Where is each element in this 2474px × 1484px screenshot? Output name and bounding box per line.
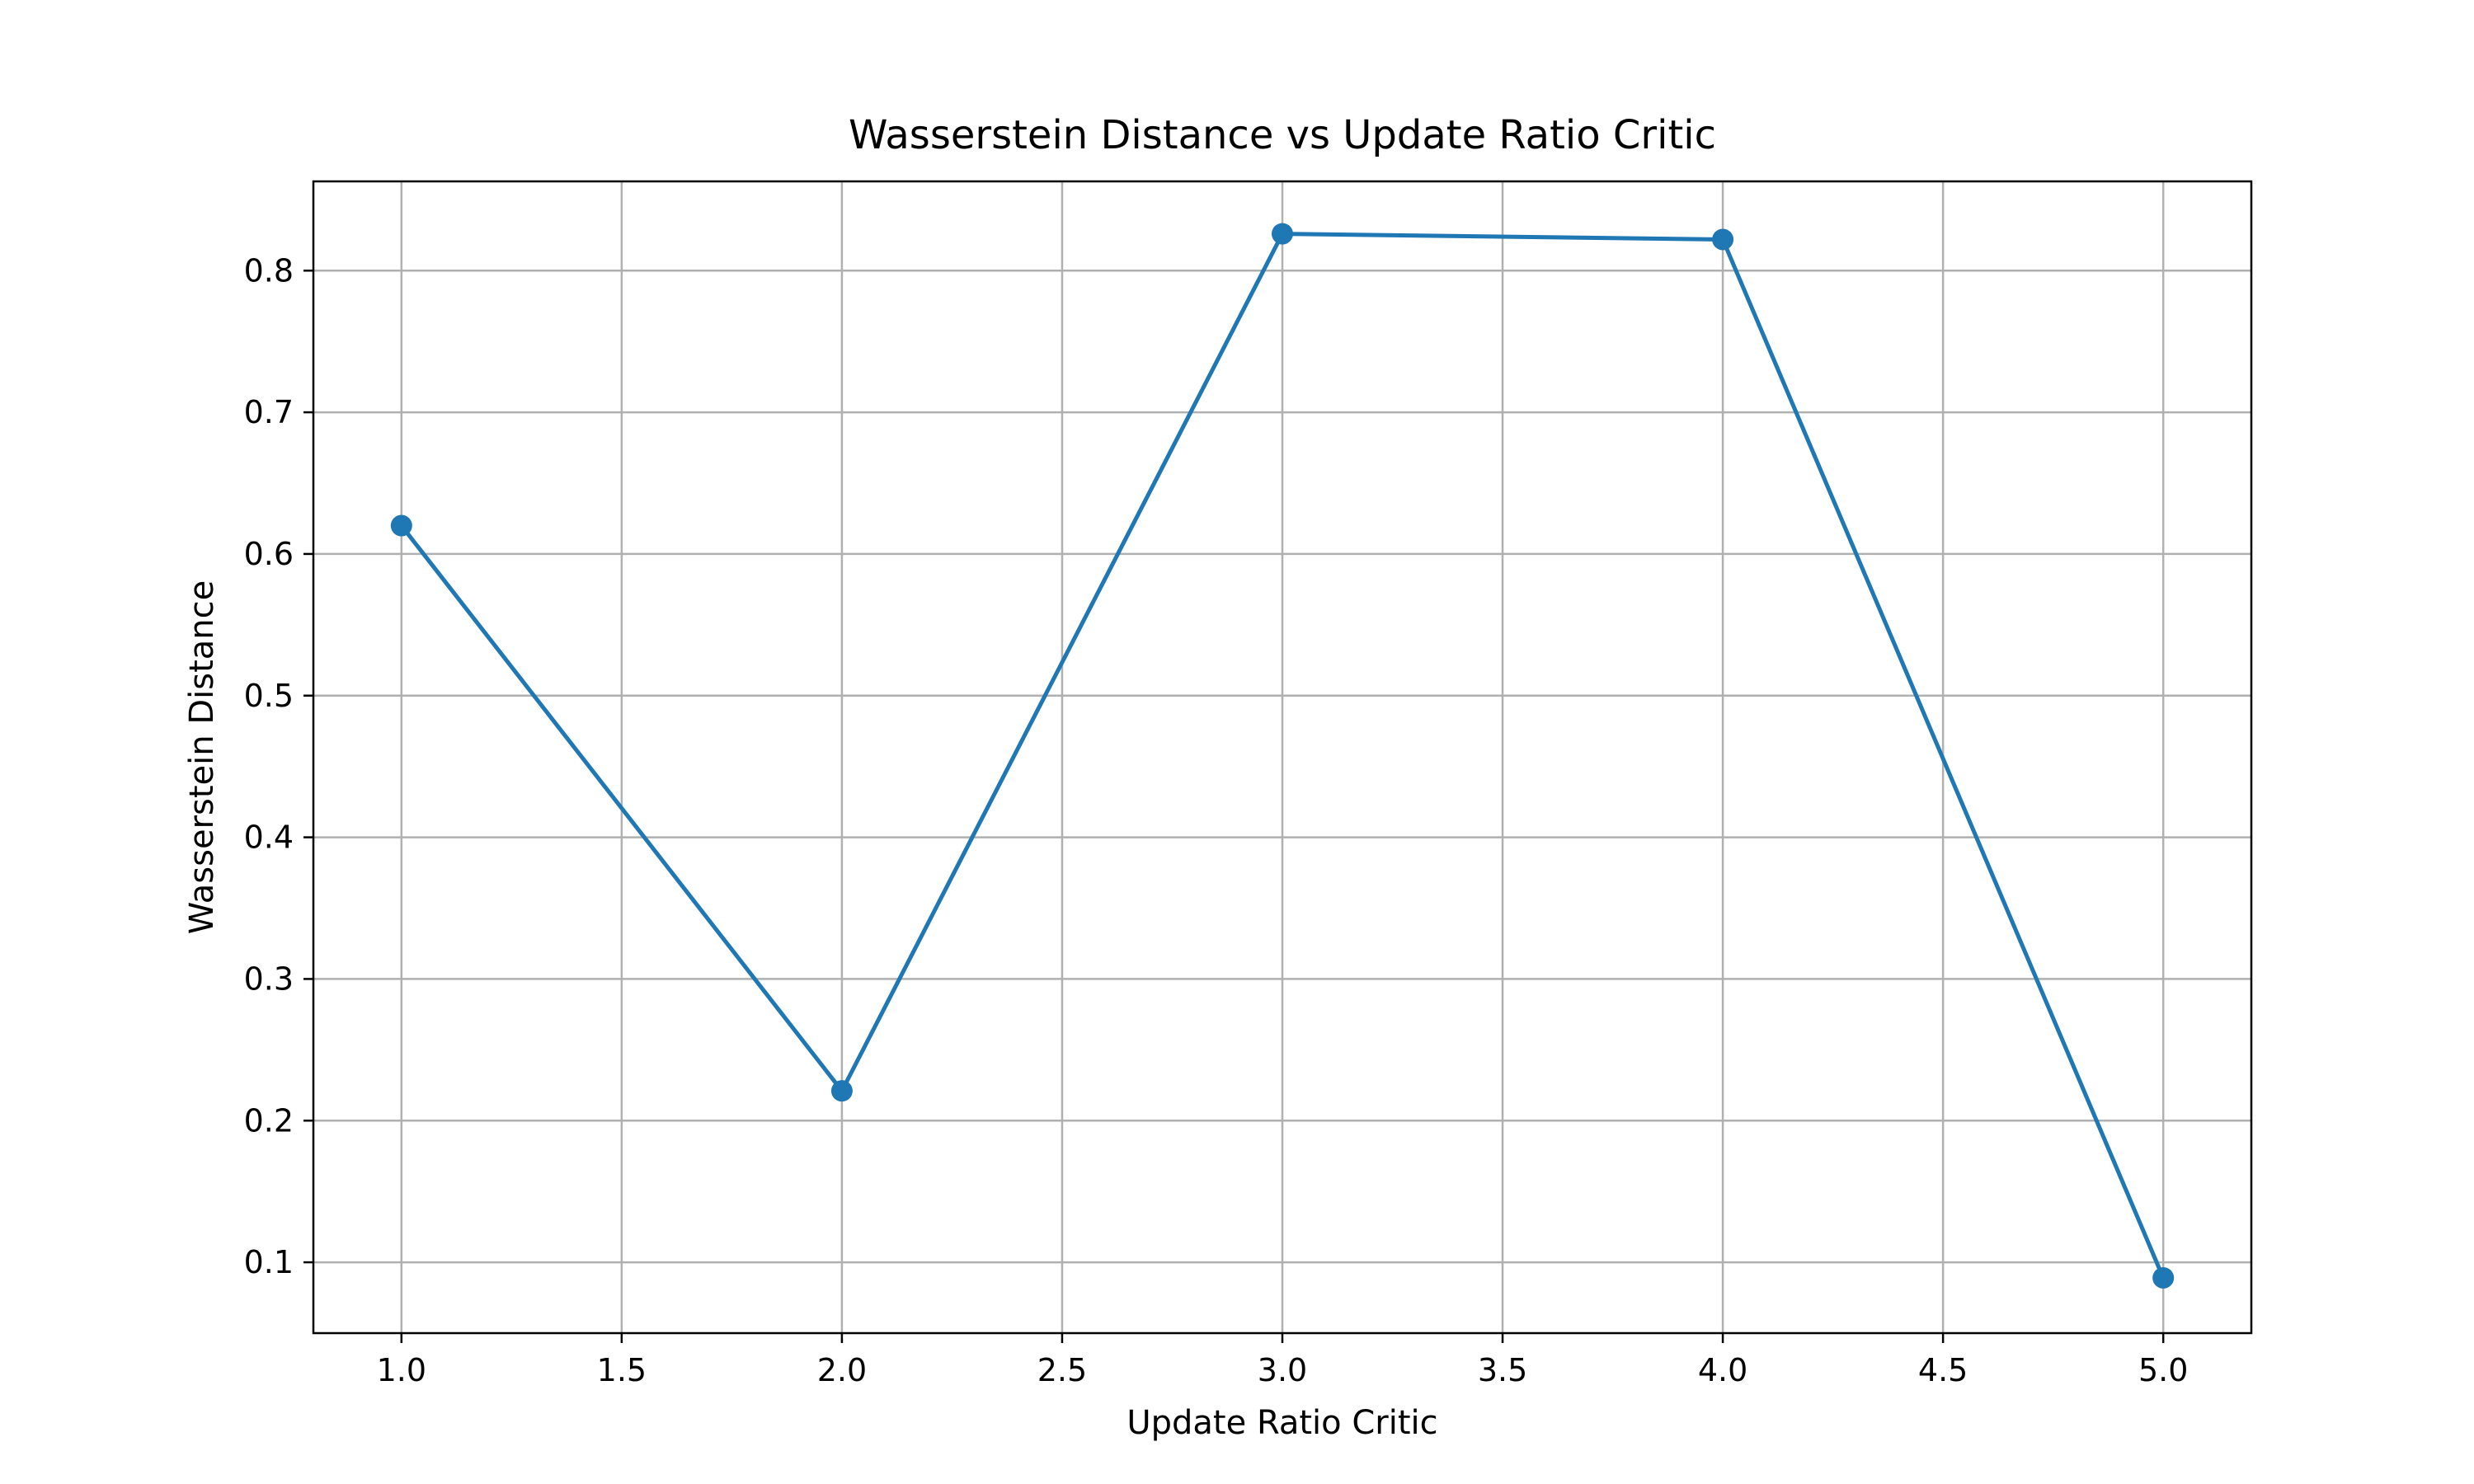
x-tick-label: 4.5 bbox=[1918, 1352, 1968, 1388]
y-tick-label: 0.4 bbox=[244, 819, 294, 856]
x-tick-label: 2.0 bbox=[817, 1352, 867, 1388]
data-point bbox=[390, 514, 412, 537]
y-tick-label: 0.3 bbox=[244, 960, 294, 997]
x-axis-label: Update Ratio Critic bbox=[1126, 1404, 1437, 1442]
y-tick-label: 0.1 bbox=[244, 1244, 294, 1280]
y-axis-ticks: 0.1 0.2 0.3 0.4 0.5 0.6 0.7 0.8 bbox=[244, 252, 313, 1280]
chart-title: Wasserstein Distance vs Update Ratio Cri… bbox=[849, 112, 1716, 158]
y-tick-label: 0.7 bbox=[244, 394, 294, 430]
series-layer bbox=[390, 223, 2175, 1289]
x-tick-label: 1.5 bbox=[597, 1352, 647, 1388]
x-tick-label: 3.0 bbox=[1258, 1352, 1307, 1388]
data-point bbox=[830, 1080, 853, 1102]
y-tick-label: 0.8 bbox=[244, 252, 294, 289]
data-point bbox=[1272, 223, 1293, 245]
data-point bbox=[2152, 1266, 2175, 1289]
y-tick-label: 0.2 bbox=[244, 1102, 294, 1139]
x-axis-ticks: 1.0 1.5 2.0 2.5 3.0 3.5 4.0 4.5 5.0 bbox=[377, 1333, 2188, 1388]
data-point bbox=[1712, 228, 1734, 251]
y-axis-label: Wasserstein Distance bbox=[183, 580, 221, 934]
y-tick-label: 0.5 bbox=[244, 678, 294, 714]
x-tick-label: 5.0 bbox=[2138, 1352, 2188, 1388]
grid-lines bbox=[313, 181, 2251, 1333]
x-tick-label: 3.5 bbox=[1478, 1352, 1527, 1388]
x-tick-label: 1.0 bbox=[377, 1352, 426, 1388]
y-tick-label: 0.6 bbox=[244, 536, 294, 572]
x-tick-label: 4.0 bbox=[1698, 1352, 1747, 1388]
x-tick-label: 2.5 bbox=[1037, 1352, 1087, 1388]
